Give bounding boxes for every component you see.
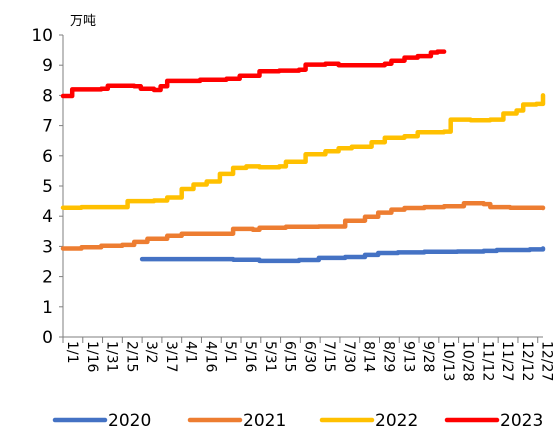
y-tick-label: 5	[42, 177, 53, 197]
x-tick-label: 1/16	[84, 341, 100, 373]
x-tick-label: 9/13	[400, 341, 416, 372]
x-tick-label: 4/1	[183, 341, 199, 364]
y-tick-label: 6	[42, 147, 53, 167]
x-tick-label: 4/16	[202, 341, 218, 373]
x-tick-label: 8/29	[380, 341, 396, 372]
y-tick-label: 7	[42, 117, 53, 137]
x-tick-label: 9/28	[420, 341, 436, 372]
x-tick-label: 8/14	[361, 341, 377, 373]
y-axis-unit-label: 万吨	[70, 14, 96, 29]
x-tick-label: 5/1	[222, 341, 238, 364]
legend: 2020 2021 2022 2023	[52, 411, 543, 431]
x-axis: 1/1 1/16 1/31 2/15 3/2 3/17 4/1 4/16 5/1 5/16 5/31…	[62, 337, 553, 381]
legend-label-2023: 2023	[500, 411, 543, 431]
y-tick-label: 8	[42, 86, 53, 106]
x-tick-label: 2/15	[123, 341, 139, 372]
series-group	[60, 49, 546, 264]
x-tick-label: 12/27	[539, 341, 553, 381]
series-line-2020	[139, 246, 546, 264]
y-axis: 0 1 2 3 4 5 6 7 8 9 10	[31, 26, 63, 348]
legend-label-2021: 2021	[243, 411, 286, 431]
legend-label-2020: 2020	[108, 411, 151, 431]
x-tick-label: 11/27	[499, 341, 515, 381]
x-tick-label: 6/15	[282, 341, 298, 372]
x-tick-label: 5/16	[242, 341, 258, 373]
x-tick-label: 1/31	[104, 341, 120, 372]
x-tick-label: 11/12	[479, 341, 495, 381]
plot-area	[62, 35, 543, 338]
x-tick-label: 3/2	[143, 341, 159, 364]
series-line-2022	[60, 93, 546, 210]
x-tick-label: 7/30	[341, 341, 357, 372]
x-tick-label: 3/17	[163, 341, 179, 372]
y-tick-label: 0	[42, 328, 53, 348]
x-tick-label: 10/28	[460, 341, 476, 381]
y-tick-label: 1	[42, 298, 53, 318]
x-tick-label: 10/13	[440, 341, 456, 381]
series-line-2023	[60, 49, 447, 99]
legend-label-2022: 2022	[375, 411, 418, 431]
y-tick-label: 9	[42, 56, 53, 76]
x-tick-label: 6/30	[301, 341, 317, 372]
x-tick-label: 5/31	[262, 341, 278, 372]
x-tick-label: 12/12	[519, 341, 535, 381]
x-tick-label: 7/15	[321, 341, 337, 372]
series-line-2021	[60, 200, 546, 251]
y-tick-label: 10	[31, 26, 53, 46]
x-tick-label: 1/1	[64, 341, 80, 364]
y-tick-label: 4	[42, 207, 53, 227]
y-tick-label: 3	[42, 237, 53, 257]
y-tick-label: 2	[42, 268, 53, 288]
